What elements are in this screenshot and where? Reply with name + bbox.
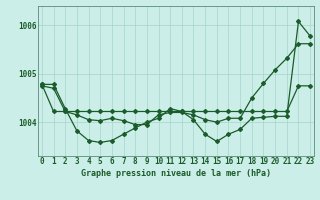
X-axis label: Graphe pression niveau de la mer (hPa): Graphe pression niveau de la mer (hPa) bbox=[81, 169, 271, 178]
